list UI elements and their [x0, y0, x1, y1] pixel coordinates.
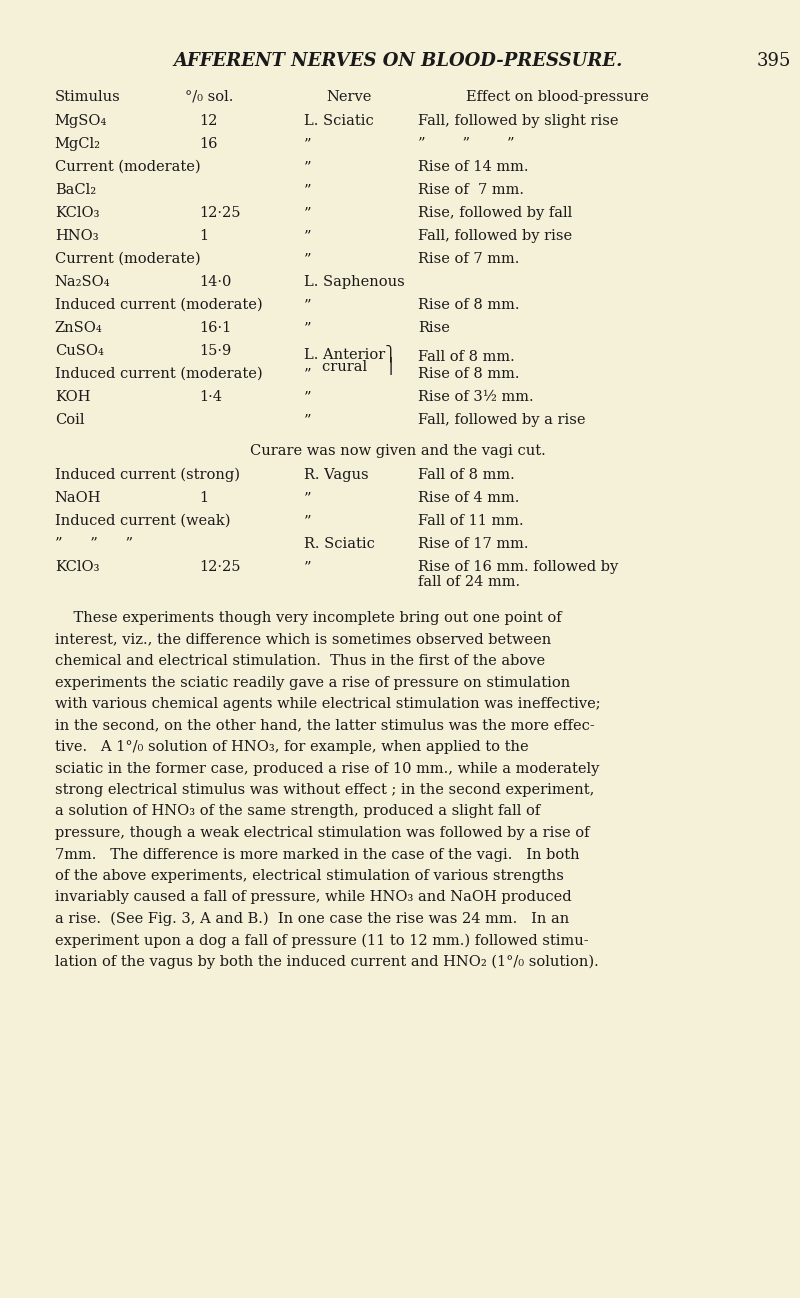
Text: These experiments though very incomplete bring out one point of: These experiments though very incomplete… [54, 611, 562, 626]
Text: ”: ” [304, 389, 311, 404]
Text: 7mm.   The difference is more marked in the case of the vagi.   In both: 7mm. The difference is more marked in th… [54, 848, 579, 862]
Text: Nerve: Nerve [326, 90, 371, 104]
Text: Rise, followed by fall: Rise, followed by fall [418, 206, 573, 219]
Text: with various chemical agents while electrical stimulation was ineffective;: with various chemical agents while elect… [54, 697, 600, 711]
Text: Fall, followed by slight rise: Fall, followed by slight rise [418, 114, 618, 129]
Text: Induced current (strong): Induced current (strong) [54, 469, 240, 483]
Text: 12·25: 12·25 [199, 206, 241, 219]
Text: Induced current (weak): Induced current (weak) [54, 514, 230, 528]
Text: HNO₃: HNO₃ [54, 228, 98, 243]
Text: Fall of 11 mm.: Fall of 11 mm. [418, 514, 524, 528]
Text: of the above experiments, electrical stimulation of various strengths: of the above experiments, electrical sti… [54, 868, 564, 883]
Text: Current (moderate): Current (moderate) [54, 252, 200, 266]
Text: KClO₃: KClO₃ [54, 559, 99, 574]
Text: Fall of 8 mm.: Fall of 8 mm. [418, 350, 515, 363]
Text: Rise of 8 mm.: Rise of 8 mm. [418, 299, 520, 312]
Text: fall of 24 mm.: fall of 24 mm. [418, 575, 520, 589]
Text: KOH: KOH [54, 389, 90, 404]
Text: tive.   A 1°/₀ solution of HNO₃, for example, when applied to the: tive. A 1°/₀ solution of HNO₃, for examp… [54, 740, 528, 754]
Text: 16·1: 16·1 [199, 321, 231, 335]
Text: R. Vagus: R. Vagus [304, 469, 368, 482]
Text: experiments the sciatic readily gave a rise of pressure on stimulation: experiments the sciatic readily gave a r… [54, 675, 570, 689]
Text: Effect on blood-pressure: Effect on blood-pressure [466, 90, 649, 104]
Text: 16: 16 [199, 138, 218, 151]
Text: Rise of 8 mm.: Rise of 8 mm. [418, 367, 520, 382]
Text: NaOH: NaOH [54, 491, 102, 505]
Text: L. Sciatic: L. Sciatic [304, 114, 374, 129]
Text: ”: ” [304, 491, 311, 505]
Text: Rise of 16 mm. followed by: Rise of 16 mm. followed by [418, 559, 618, 574]
Text: ”: ” [304, 228, 311, 243]
Text: sciatic in the former case, produced a rise of 10 mm., while a moderately: sciatic in the former case, produced a r… [54, 762, 599, 775]
Text: Na₂SO₄: Na₂SO₄ [54, 275, 110, 289]
Text: Rise of 3½ mm.: Rise of 3½ mm. [418, 389, 534, 404]
Text: Fall, followed by a rise: Fall, followed by a rise [418, 413, 586, 427]
Text: L. Anterior⎫: L. Anterior⎫ [304, 344, 396, 362]
Text: in the second, on the other hand, the latter stimulus was the more effec-: in the second, on the other hand, the la… [54, 719, 594, 732]
Text: lation of the vagus by both the induced current and HNO₂ (1°/₀ solution).: lation of the vagus by both the induced … [54, 955, 598, 970]
Text: Rise of 14 mm.: Rise of 14 mm. [418, 160, 529, 174]
Text: 1·4: 1·4 [199, 389, 222, 404]
Text: MgSO₄: MgSO₄ [54, 114, 107, 129]
Text: ”: ” [304, 413, 311, 427]
Text: CuSO₄: CuSO₄ [54, 344, 104, 358]
Text: ”        ”        ”: ” ” ” [418, 138, 514, 151]
Text: chemical and electrical stimulation.  Thus in the first of the above: chemical and electrical stimulation. Thu… [54, 654, 545, 668]
Text: Induced current (moderate): Induced current (moderate) [54, 299, 262, 312]
Text: Rise of 7 mm.: Rise of 7 mm. [418, 252, 520, 266]
Text: ”: ” [304, 206, 311, 219]
Text: 1: 1 [199, 491, 208, 505]
Text: Rise of 4 mm.: Rise of 4 mm. [418, 491, 520, 505]
Text: 14·0: 14·0 [199, 275, 231, 289]
Text: Fall, followed by rise: Fall, followed by rise [418, 228, 572, 243]
Text: experiment upon a dog a fall of pressure (11 to 12 mm.) followed stimu-: experiment upon a dog a fall of pressure… [54, 933, 588, 948]
Text: 12·25: 12·25 [199, 559, 241, 574]
Text: ”: ” [304, 138, 311, 151]
Text: ”: ” [304, 367, 311, 382]
Text: MgCl₂: MgCl₂ [54, 138, 101, 151]
Text: Current (moderate): Current (moderate) [54, 160, 200, 174]
Text: Rise of  7 mm.: Rise of 7 mm. [418, 183, 524, 197]
Text: Rise: Rise [418, 321, 450, 335]
Text: Induced current (moderate): Induced current (moderate) [54, 367, 262, 382]
Text: AFFERENT NERVES ON BLOOD-PRESSURE.: AFFERENT NERVES ON BLOOD-PRESSURE. [174, 52, 623, 70]
Text: a solution of HNO₃ of the same strength, produced a slight fall of: a solution of HNO₃ of the same strength,… [54, 805, 540, 819]
Text: Curare was now given and the vagi cut.: Curare was now given and the vagi cut. [250, 444, 546, 458]
Text: 1: 1 [199, 228, 208, 243]
Text: ”      ”      ”: ” ” ” [54, 537, 133, 550]
Text: crural    ⎪: crural ⎪ [322, 357, 396, 375]
Text: Stimulus: Stimulus [54, 90, 121, 104]
Text: ”: ” [304, 514, 311, 528]
Text: pressure, though a weak electrical stimulation was followed by a rise of: pressure, though a weak electrical stimu… [54, 826, 590, 840]
Text: 395: 395 [757, 52, 791, 70]
Text: ”: ” [304, 559, 311, 574]
Text: Fall of 8 mm.: Fall of 8 mm. [418, 469, 515, 482]
Text: a rise.  (See Fig. 3, A and B.)  In one case the rise was 24 mm.   In an: a rise. (See Fig. 3, A and B.) In one ca… [54, 912, 569, 927]
Text: KClO₃: KClO₃ [54, 206, 99, 219]
Text: invariably caused a fall of pressure, while HNO₃ and NaOH produced: invariably caused a fall of pressure, wh… [54, 890, 571, 905]
Text: R. Sciatic: R. Sciatic [304, 537, 374, 550]
Text: Rise of 17 mm.: Rise of 17 mm. [418, 537, 529, 550]
Text: 12: 12 [199, 114, 218, 129]
Text: °/₀ sol.: °/₀ sol. [185, 90, 234, 104]
Text: ”: ” [304, 160, 311, 174]
Text: interest, viz., the difference which is sometimes observed between: interest, viz., the difference which is … [54, 632, 551, 646]
Text: ”: ” [304, 299, 311, 312]
Text: BaCl₂: BaCl₂ [54, 183, 96, 197]
Text: Coil: Coil [54, 413, 84, 427]
Text: ”: ” [304, 183, 311, 197]
Text: strong electrical stimulus was without effect ; in the second experiment,: strong electrical stimulus was without e… [54, 783, 594, 797]
Text: L. Saphenous: L. Saphenous [304, 275, 405, 289]
Text: 15·9: 15·9 [199, 344, 231, 358]
Text: ”: ” [304, 252, 311, 266]
Text: ZnSO₄: ZnSO₄ [54, 321, 102, 335]
Text: ”: ” [304, 321, 311, 335]
